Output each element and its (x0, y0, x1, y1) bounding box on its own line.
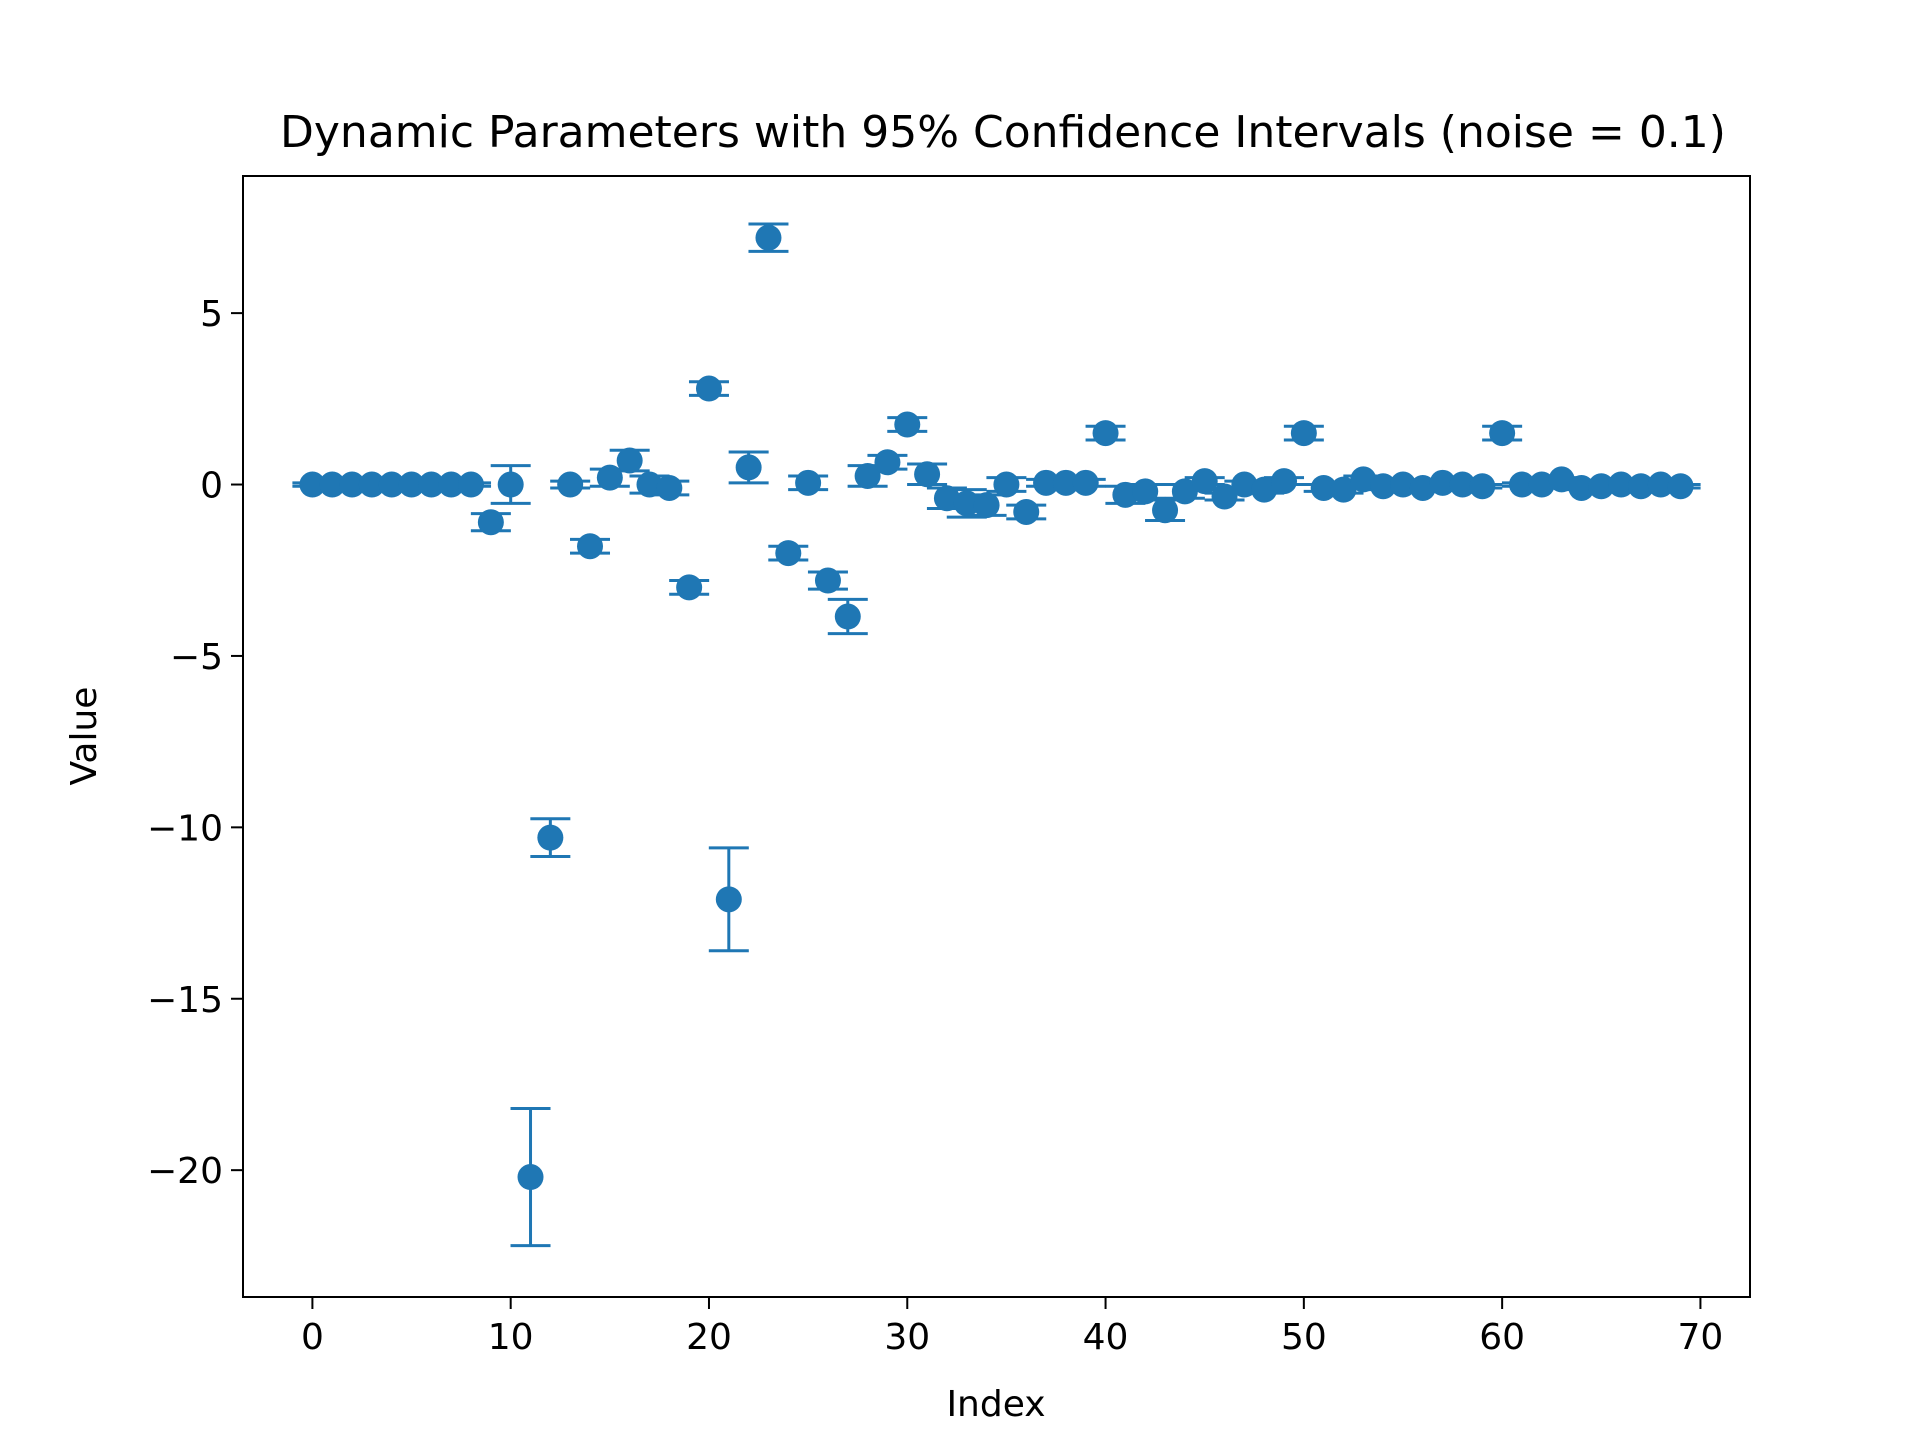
data-point (795, 469, 822, 496)
x-tick-label: 30 (884, 1317, 930, 1358)
data-point (1449, 471, 1476, 498)
data-point (695, 375, 722, 402)
data-points (299, 224, 1694, 1191)
data-point (953, 490, 980, 517)
data-point (1310, 474, 1337, 501)
data-point (577, 533, 604, 560)
data-point (834, 603, 861, 630)
data-point (616, 447, 643, 474)
y-tick-label: −5 (170, 637, 223, 678)
data-point (636, 471, 663, 498)
data-point (1231, 471, 1258, 498)
data-point (973, 492, 1000, 519)
y-axis: 5 0 −5 −10 −15 −20 (147, 294, 243, 1192)
data-point (775, 540, 802, 567)
data-point (676, 574, 703, 601)
data-point (339, 471, 366, 498)
data-point (458, 471, 485, 498)
y-axis-label: Value (64, 687, 105, 786)
data-point (814, 567, 841, 594)
y-tick-label: −20 (147, 1151, 223, 1192)
x-tick-label: 50 (1281, 1317, 1327, 1358)
data-point (854, 462, 881, 489)
data-point (1052, 469, 1079, 496)
data-point (319, 471, 346, 498)
data-point (1568, 474, 1595, 501)
data-point (1211, 483, 1238, 510)
x-tick-label: 60 (1479, 1317, 1525, 1358)
data-point (398, 471, 425, 498)
data-point (378, 471, 405, 498)
data-point (1290, 420, 1317, 447)
data-point (358, 471, 385, 498)
data-point (1370, 473, 1397, 500)
data-point (596, 464, 623, 491)
y-tick-label: −10 (147, 808, 223, 849)
data-point (1588, 473, 1615, 500)
data-point (537, 824, 564, 851)
data-point (914, 461, 941, 488)
data-point (477, 509, 504, 536)
data-point (1092, 420, 1119, 447)
x-tick-label: 20 (686, 1317, 732, 1358)
data-point (1072, 469, 1099, 496)
chart-title: Dynamic Parameters with 95% Confidence I… (280, 107, 1726, 158)
y-tick-label: 0 (200, 466, 223, 507)
data-point (894, 411, 921, 438)
data-point (1013, 498, 1040, 525)
data-point (874, 449, 901, 476)
data-point (1469, 473, 1496, 500)
data-point (497, 471, 524, 498)
data-point (1508, 471, 1535, 498)
data-point (1608, 471, 1635, 498)
data-point (1132, 478, 1159, 505)
data-point (557, 471, 584, 498)
x-tick-label: 10 (488, 1317, 534, 1358)
data-point (735, 454, 762, 481)
data-point (438, 471, 465, 498)
data-point (1489, 420, 1516, 447)
data-point (517, 1164, 544, 1191)
data-point (1251, 476, 1278, 503)
data-point (299, 471, 326, 498)
data-point (1152, 497, 1179, 524)
plot-frame (242, 175, 1751, 1298)
y-tick-label: −15 (147, 980, 223, 1021)
x-axis: 0 10 20 30 40 50 60 70 (301, 1297, 1723, 1358)
y-tick-label: 5 (200, 294, 223, 335)
data-point (1627, 473, 1654, 500)
data-point (1171, 478, 1198, 505)
plot-area (242, 175, 1751, 1298)
data-point (1667, 473, 1694, 500)
data-point (1528, 471, 1555, 498)
data-point (1389, 471, 1416, 498)
plot-background (243, 176, 1750, 1297)
data-point (993, 471, 1020, 498)
data-point (933, 485, 960, 512)
data-point (755, 224, 782, 251)
x-tick-label: 40 (1083, 1317, 1129, 1358)
data-point (418, 471, 445, 498)
data-point (1112, 481, 1139, 508)
data-point (656, 474, 683, 501)
data-point (1350, 466, 1377, 493)
data-point (1271, 468, 1298, 495)
data-point (1548, 466, 1575, 493)
data-point (1033, 469, 1060, 496)
data-point (1330, 476, 1357, 503)
data-point (1429, 469, 1456, 496)
data-point (1191, 468, 1218, 495)
data-point (1409, 474, 1436, 501)
x-tick-label: 0 (301, 1317, 324, 1358)
x-axis-label: Index (946, 1384, 1045, 1425)
data-point (715, 886, 742, 913)
x-tick-label: 70 (1678, 1317, 1724, 1358)
data-point (1647, 471, 1674, 498)
